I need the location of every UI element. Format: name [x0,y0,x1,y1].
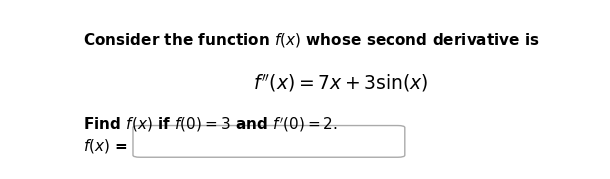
Text: Consider the function $f(x)$ whose second derivative is: Consider the function $f(x)$ whose secon… [84,31,540,49]
FancyBboxPatch shape [133,125,405,157]
Text: Find $f(x)$ if $f(0) = 3$ and $f^{\prime}(0) = 2.$: Find $f(x)$ if $f(0) = 3$ and $f^{\prime… [84,115,338,134]
Text: $f^{\prime\prime}(x) = 7x + 3\sin(x)$: $f^{\prime\prime}(x) = 7x + 3\sin(x)$ [253,72,429,95]
Text: $f(x)$ =: $f(x)$ = [84,137,128,154]
